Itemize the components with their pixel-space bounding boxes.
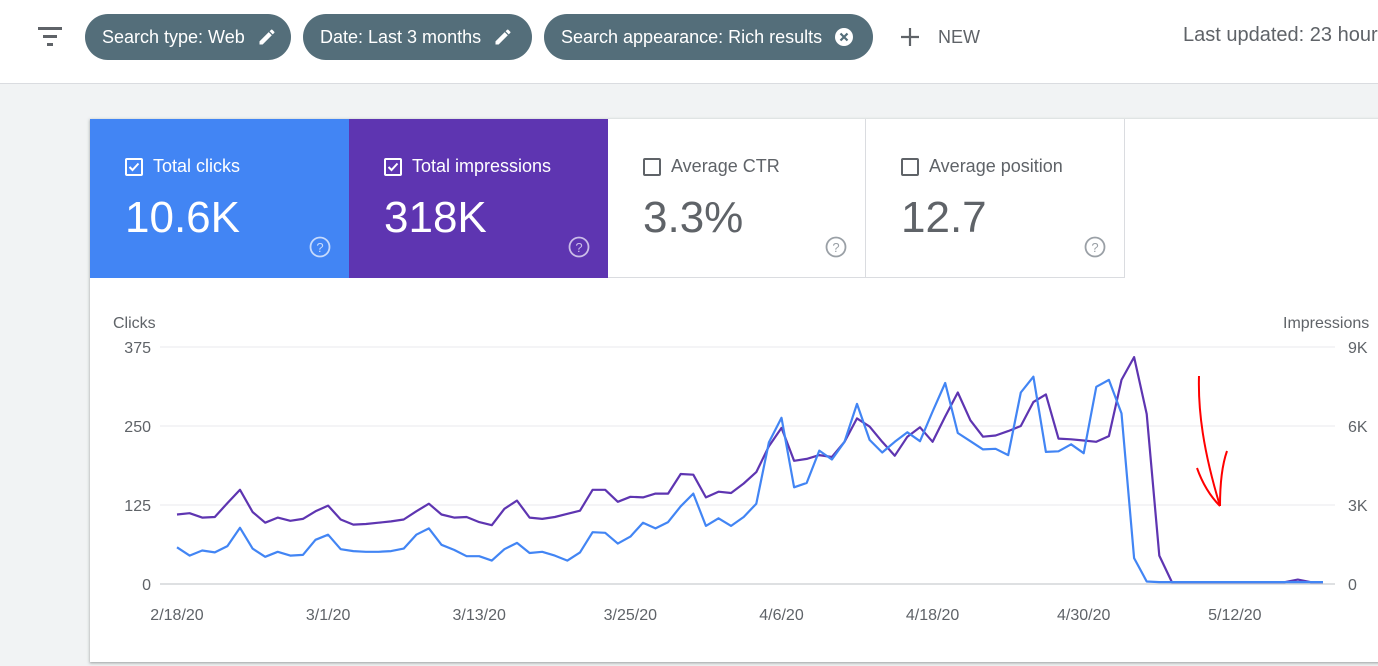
close-icon[interactable]	[834, 27, 854, 47]
performance-card: Total clicks 10.6K ? Total impressions 3…	[90, 119, 1378, 662]
metric-label: Average position	[929, 156, 1063, 176]
metric-average-ctr[interactable]: Average CTR 3.3% ?	[608, 119, 866, 278]
filter-bar: Search type: Web Date: Last 3 months Sea…	[0, 0, 1378, 84]
svg-text:?: ?	[832, 240, 839, 255]
filter-list-icon[interactable]	[36, 25, 64, 47]
metric-label: Average CTR	[671, 156, 780, 176]
new-filter-button[interactable]: NEW	[898, 14, 980, 60]
metric-value: 318K	[384, 193, 487, 242]
svg-text:?: ?	[316, 240, 323, 255]
checkbox-unchecked-icon[interactable]	[901, 157, 919, 176]
chip-label: Search appearance: Rich results	[561, 26, 823, 47]
metric-label: Total clicks	[153, 156, 241, 176]
chip-label: Search type: Web	[102, 26, 245, 47]
checkbox-unchecked-icon[interactable]	[643, 157, 661, 176]
plus-icon	[898, 25, 922, 49]
help-icon[interactable]: ?	[568, 236, 590, 258]
metric-average-position[interactable]: Average position 12.7 ?	[866, 119, 1125, 278]
svg-text:?: ?	[575, 240, 582, 255]
chip-search-appearance[interactable]: Search appearance: Rich results	[544, 14, 873, 60]
new-label: NEW	[938, 26, 980, 47]
svg-text:?: ?	[1091, 240, 1098, 255]
metric-value: 12.7	[901, 193, 987, 242]
chip-date[interactable]: Date: Last 3 months	[303, 14, 532, 60]
checkbox-checked-icon[interactable]	[125, 157, 143, 176]
metric-value: 3.3%	[643, 193, 744, 242]
checkbox-checked-icon[interactable]	[384, 157, 402, 176]
last-updated-text: Last updated: 23 hours ago	[1183, 24, 1378, 46]
edit-icon[interactable]	[493, 27, 513, 47]
help-icon[interactable]: ?	[825, 236, 847, 258]
chip-label: Date: Last 3 months	[320, 26, 482, 47]
chip-search-type[interactable]: Search type: Web	[85, 14, 291, 60]
metric-value: 10.6K	[125, 193, 240, 242]
metric-total-impressions[interactable]: Total impressions 318K ?	[349, 119, 608, 278]
help-icon[interactable]: ?	[1084, 236, 1106, 258]
help-icon[interactable]: ?	[309, 236, 331, 258]
metric-label: Total impressions	[412, 156, 552, 176]
metric-total-clicks[interactable]: Total clicks 10.6K ?	[90, 119, 349, 278]
edit-icon[interactable]	[257, 27, 277, 47]
